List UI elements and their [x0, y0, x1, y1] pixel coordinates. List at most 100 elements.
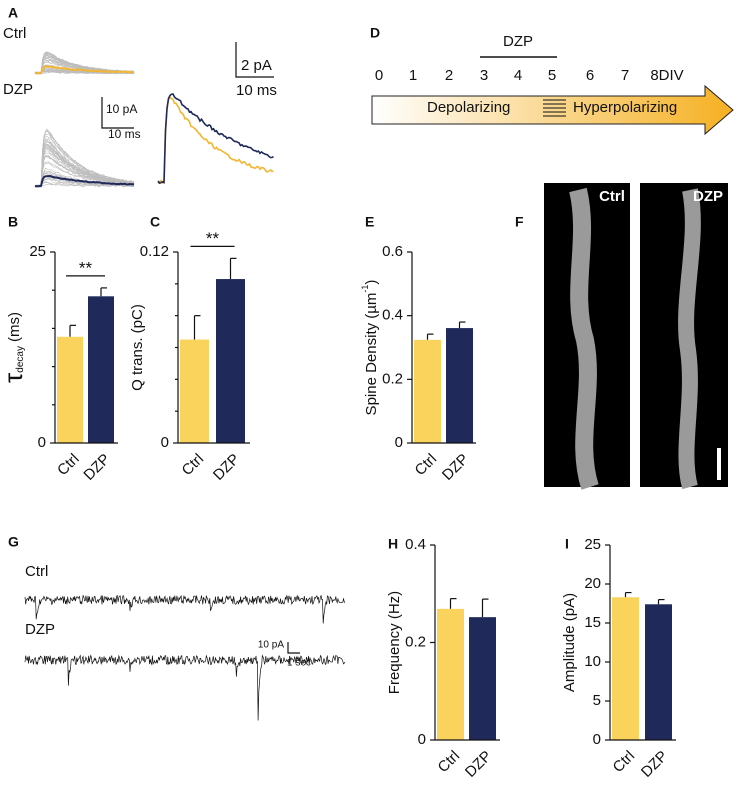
y-axis-label-part: -1: [360, 285, 370, 293]
trace: [35, 129, 135, 187]
y-tick-label: 0.12: [140, 243, 169, 260]
bar: [57, 336, 83, 443]
x-tick-label: DZP: [80, 451, 113, 484]
recording: [24, 654, 346, 721]
y-axis-label: Q trans. (pC): [129, 304, 146, 391]
y-axis-label-part: Q trans. (pC): [129, 304, 146, 391]
image-label: DZP: [693, 188, 723, 205]
scale-label: 10 ms: [236, 82, 277, 99]
y-axis-label: τdecay (ms): [0, 312, 28, 383]
y-tick-label: 0: [593, 731, 601, 748]
y-axis-label: Amplitude (pA): [561, 593, 578, 692]
y-tick-label: 0: [418, 731, 426, 748]
y-tick-label: 0.2: [382, 370, 403, 387]
y-axis-label-part: Frequency (Hz): [386, 591, 403, 694]
bar: [446, 328, 473, 443]
x-tick-label: DZP: [638, 748, 671, 781]
image-label: Ctrl: [599, 188, 625, 205]
scale-bar: [101, 97, 134, 129]
x-tick-label: DZP: [210, 451, 243, 484]
group-label: DZP: [3, 81, 33, 98]
bar: [180, 339, 209, 443]
bar: [612, 597, 639, 740]
scale-label: 10 pA: [106, 102, 137, 116]
trace: [34, 161, 134, 187]
bar: [216, 279, 245, 443]
y-tick-label: 5: [593, 692, 601, 709]
scale-label: 2 pA: [241, 57, 272, 74]
y-tick-label: 25: [29, 243, 46, 260]
day-label: 0: [375, 67, 383, 84]
y-tick-label: 0.4: [382, 307, 403, 324]
trace-mean: [34, 174, 135, 188]
trace: [34, 150, 135, 187]
trace: [34, 144, 134, 188]
x-tick-label: Ctrl: [179, 451, 208, 480]
recording: [24, 594, 346, 624]
y-tick-label: 15: [584, 614, 601, 631]
y-tick-label: 0: [395, 434, 403, 451]
y-axis-label: Spine Density (µm-1): [360, 280, 380, 416]
scale-label: 10 ms: [108, 127, 141, 141]
scale-bar: [287, 642, 300, 654]
significance-label: **: [79, 258, 93, 277]
trace: [34, 51, 135, 75]
scale-label: 10 pA: [258, 640, 284, 651]
treatment-label: DZP: [503, 33, 533, 50]
panel-label: I: [565, 536, 569, 552]
day-label: 2: [445, 67, 453, 84]
day-label: 7: [621, 67, 629, 84]
phase-label: Depolarizing: [427, 99, 510, 116]
day-label: 5: [548, 67, 556, 84]
phase-label: Hyperpolarizing: [573, 99, 677, 116]
trace: [34, 135, 135, 188]
panel-label: C: [150, 214, 160, 230]
day-label: 1: [409, 67, 417, 84]
group-label: Ctrl: [3, 25, 26, 42]
y-axis-label-part: Spine Density (µm: [363, 293, 380, 416]
trace-overlay: [157, 93, 274, 185]
y-tick-label: 0.6: [382, 243, 403, 260]
panel-label: F: [515, 214, 524, 230]
panel-label: A: [8, 5, 18, 21]
panel-label: B: [8, 214, 18, 230]
trace-mean: [34, 65, 135, 75]
bar: [437, 608, 464, 740]
significance-label: **: [206, 229, 220, 248]
scale-bar: [235, 42, 274, 78]
y-axis-label-part: (ms): [6, 312, 23, 342]
y-tick-label: 25: [584, 536, 601, 553]
y-tick-label: 10: [584, 653, 601, 670]
group-label: DZP: [25, 621, 55, 638]
bar: [645, 604, 672, 740]
day-label: 4: [514, 67, 522, 84]
y-axis-label-part: τ: [0, 372, 28, 383]
dendrite: [678, 188, 701, 490]
bar: [414, 339, 441, 443]
scale-label: 1 sec: [287, 658, 311, 669]
panel-label: H: [388, 536, 398, 552]
dendrite: [569, 187, 599, 490]
day-label: 8DIV: [650, 67, 683, 84]
transition-hatch: [543, 99, 566, 117]
x-tick-label: DZP: [439, 451, 472, 484]
trace-overlay: [157, 96, 274, 185]
panel-label: G: [8, 534, 19, 550]
x-tick-label: Ctrl: [610, 748, 639, 777]
group-label: Ctrl: [25, 563, 48, 580]
y-tick-label: 0: [161, 434, 169, 451]
y-axis-label-part: decay: [15, 346, 26, 373]
y-tick-label: 0.2: [405, 633, 426, 650]
x-tick-label: Ctrl: [412, 451, 441, 480]
y-tick-label: 0: [38, 434, 46, 451]
x-tick-label: Ctrl: [435, 748, 464, 777]
bar: [88, 296, 114, 443]
day-label: 6: [586, 67, 594, 84]
x-tick-label: DZP: [462, 748, 495, 781]
panel-label: E: [365, 214, 374, 230]
trace: [34, 155, 135, 187]
y-tick-label: 0.4: [405, 536, 426, 553]
y-axis-label-part: Amplitude (pA): [561, 593, 578, 692]
y-axis-label: Frequency (Hz): [386, 591, 403, 694]
